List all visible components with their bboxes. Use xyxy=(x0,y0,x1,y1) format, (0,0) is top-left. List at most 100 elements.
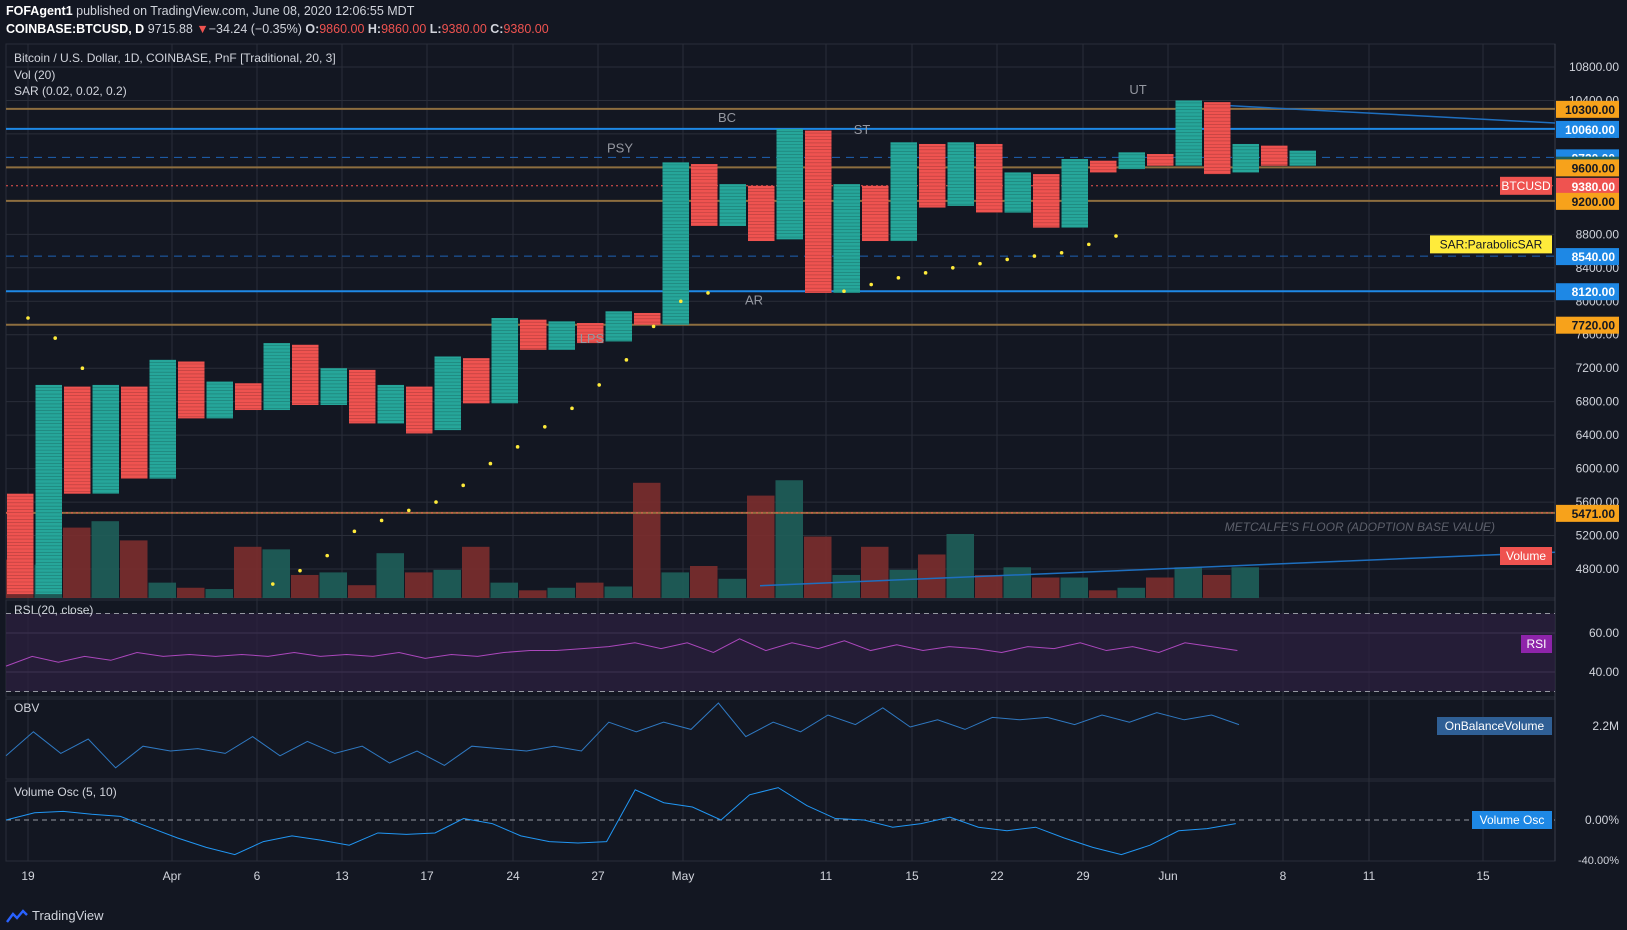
pnf-x-column xyxy=(92,384,119,494)
vosc-legend: Volume Osc (5, 10) xyxy=(14,785,117,799)
volume-bar xyxy=(405,572,433,598)
price-tag-label: 8120.00 xyxy=(1572,285,1616,299)
y-tick-label: 7200.00 xyxy=(1576,361,1620,375)
wyckoff-label: LPS xyxy=(580,331,605,346)
pnf-x-column xyxy=(947,142,974,206)
sar-dot xyxy=(570,406,574,411)
x-tick-label: Jun xyxy=(1158,869,1177,883)
volume-bar xyxy=(946,534,974,598)
pnf-o-column xyxy=(1204,102,1231,175)
price-tag-label: 9380.00 xyxy=(1572,180,1616,194)
pnf-o-column xyxy=(349,369,376,424)
vosc-tag-box xyxy=(1472,811,1552,829)
volume-bar xyxy=(291,574,319,598)
metcalfe-floor-label: METCALFE'S FLOOR (ADOPTION BASE VALUE) xyxy=(1225,520,1495,534)
sar-dot xyxy=(706,291,710,295)
price-tag-box xyxy=(1556,159,1619,177)
x-tick-label: 17 xyxy=(420,869,434,883)
x-tick-label: 22 xyxy=(990,869,1004,883)
obv-tag: OnBalanceVolume xyxy=(1437,717,1552,735)
pnf-o-column xyxy=(292,344,319,406)
volume-bar xyxy=(633,482,661,598)
pnf-column-body xyxy=(178,361,205,419)
volume-bar xyxy=(1203,574,1231,598)
price-tag-box xyxy=(1556,248,1619,266)
pnf-x-column xyxy=(491,318,518,404)
volume-bar xyxy=(348,585,376,598)
volume-bar xyxy=(1146,577,1174,598)
pnf-column-body xyxy=(1061,159,1088,228)
x-tick-label: 11 xyxy=(820,869,833,883)
sar-dot xyxy=(80,366,85,371)
pnf-x-column xyxy=(377,384,404,424)
volume-bar xyxy=(832,574,860,598)
volume-bar xyxy=(861,546,889,598)
pnf-column-body xyxy=(463,358,490,404)
y-tick-label: 6800.00 xyxy=(1576,395,1620,409)
sar-dot xyxy=(978,261,982,266)
volume-bar xyxy=(1003,567,1031,598)
rsi-tag-label: RSI xyxy=(1526,637,1546,651)
y-tick-label: 4800.00 xyxy=(1576,562,1620,576)
sar-dot xyxy=(842,289,846,294)
pnf-column-body xyxy=(520,319,547,350)
pnf-column-body xyxy=(7,493,34,595)
pnf-column-body xyxy=(719,184,746,226)
volume-bar xyxy=(120,540,148,598)
sar-dot xyxy=(951,266,955,270)
obv-tick-label: 2.2M xyxy=(1592,719,1619,733)
chart-canvas[interactable]: PSY BC ST UT AR LPS METCALFE'S FLOOR (ADOPTION… xyxy=(0,0,1627,903)
volume-bar xyxy=(177,587,205,598)
volume-bar xyxy=(1032,577,1060,598)
y-tick-label: 8800.00 xyxy=(1576,227,1620,241)
tradingview-brand[interactable]: TradingView xyxy=(32,908,104,923)
pnf-x-column xyxy=(776,128,803,240)
low-value: 9380.00 xyxy=(441,22,487,36)
pnf-column-body xyxy=(349,369,376,424)
volume-bar xyxy=(1231,567,1259,598)
pnf-column-body xyxy=(947,142,974,206)
price-level-tag: 10060.00 xyxy=(1556,120,1619,138)
obv-pane-frame xyxy=(5,698,1556,780)
published-line: FOFAgent1 published on TradingView.com, … xyxy=(6,4,414,18)
pnf-x-column xyxy=(833,184,860,293)
pnf-o-column xyxy=(1261,145,1288,166)
pnf-column-body xyxy=(406,386,433,434)
price-level-tag: 8540.00 xyxy=(1556,248,1619,266)
sar-dot xyxy=(679,299,683,304)
vosc-tick-label: 0.00% xyxy=(1585,813,1619,827)
sar-dot xyxy=(1032,254,1037,258)
volume-bar xyxy=(462,546,490,598)
price-level-tag: 10300.00 xyxy=(1556,100,1619,118)
rsi-legend: RSI (20, close) xyxy=(14,603,93,617)
volume-tag: Volume xyxy=(1500,547,1552,565)
pnf-x-column xyxy=(206,381,233,419)
sar-dots xyxy=(26,234,1118,586)
close-value: 9380.00 xyxy=(503,22,549,36)
price-tag-box xyxy=(1556,504,1619,522)
sar-dot xyxy=(515,445,520,449)
pnf-o-column xyxy=(691,164,718,227)
volume-bar xyxy=(148,582,176,598)
pnf-x-column xyxy=(890,142,917,242)
open-value: 9860.00 xyxy=(319,22,365,36)
volume-bar xyxy=(205,589,233,598)
vosc-line xyxy=(5,787,1236,856)
pnf-column-body xyxy=(121,386,148,479)
price-level-tag: 9200.00 xyxy=(1556,192,1619,210)
time-axis: 19 Apr 6 13 17 24 27 May 11 15 22 29 Jun 8 11 15 xyxy=(21,869,1490,883)
indicator-lines xyxy=(5,638,1555,856)
pnf-columns xyxy=(7,100,1316,595)
wyckoff-label: AR xyxy=(745,293,763,308)
sar-dot xyxy=(271,582,275,586)
rsi-pane xyxy=(6,613,1555,692)
volume-bar xyxy=(576,582,604,598)
publisher-name[interactable]: FOFAgent1 xyxy=(6,4,73,18)
pnf-column-body xyxy=(1175,100,1202,166)
pnf-x-column xyxy=(1289,150,1316,166)
pnf-column-body xyxy=(776,128,803,240)
pnf-column-body xyxy=(833,184,860,293)
volume-bar xyxy=(1060,577,1088,598)
price-level-tag: 7720.00 xyxy=(1556,316,1619,334)
pnf-column-body xyxy=(235,383,262,411)
